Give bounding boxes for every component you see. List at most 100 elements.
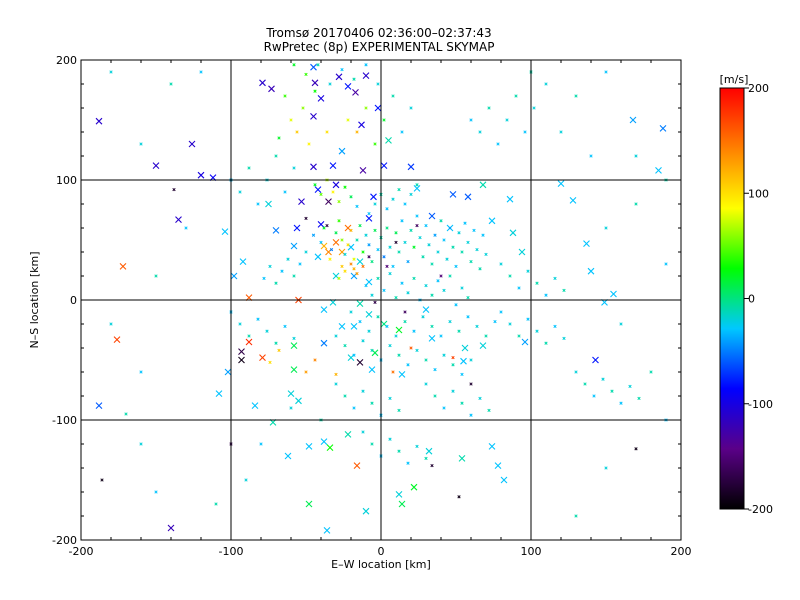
meteor-marker-small [454, 303, 458, 307]
meteor-marker-large [344, 431, 352, 438]
meteor-marker-small [355, 130, 359, 134]
meteor-marker-small [445, 257, 449, 261]
meteor-marker-large [460, 357, 467, 365]
meteor-marker-large [332, 239, 340, 246]
meteor-marker-small [475, 247, 479, 252]
meteor-marker-small [364, 233, 368, 237]
meteor-marker-small [370, 442, 374, 446]
meteor-marker-small [634, 202, 638, 206]
meteor-marker-small [466, 240, 470, 245]
meteor-marker-large [323, 527, 331, 534]
colorbar [719, 87, 745, 510]
meteor-marker-small [361, 389, 365, 393]
meteor-marker-small [262, 276, 266, 281]
meteor-marker-small [544, 293, 548, 297]
meteor-marker-small [412, 329, 416, 333]
meteor-marker-small [451, 245, 455, 249]
meteor-marker-small [349, 262, 353, 266]
meteor-marker-small [478, 267, 482, 271]
meteor-marker-large [368, 366, 376, 373]
meteor-marker-large [359, 167, 367, 174]
meteor-marker-small [439, 219, 443, 223]
meteor-marker-small [355, 204, 359, 209]
meteor-marker-small [388, 437, 392, 441]
meteor-marker-large [329, 162, 337, 169]
meteor-marker-small [298, 262, 302, 266]
meteor-marker-small [376, 276, 380, 281]
meteor-marker-large [317, 221, 325, 228]
meteor-marker-small [331, 190, 335, 194]
meteor-marker-large [310, 163, 317, 171]
meteor-marker-small [361, 339, 365, 343]
meteor-marker-small [343, 269, 347, 273]
meteor-marker-small [376, 82, 380, 86]
meteor-marker-small [391, 370, 395, 374]
meteor-marker-small [277, 136, 281, 140]
meteor-marker-small [346, 118, 350, 122]
meteor-marker-small [535, 281, 539, 285]
meteor-marker-large [479, 181, 487, 189]
meteor-marker-large [310, 113, 317, 120]
meteor-marker-small [337, 219, 341, 223]
meteor-marker-small [322, 226, 326, 230]
meteor-marker-large [290, 342, 298, 349]
meteor-marker-small [409, 192, 413, 197]
colorbar-tick-label: 0 [748, 293, 755, 306]
x-tick-label: 200 [671, 545, 692, 558]
meteor-marker-small [340, 238, 344, 242]
meteor-marker-small [649, 370, 653, 374]
meteor-marker-small [328, 82, 332, 86]
meteor-marker-large [152, 162, 160, 169]
meteor-marker-small [352, 257, 356, 261]
meteor-marker-large [245, 338, 253, 346]
meteor-marker-small [463, 221, 467, 225]
meteor-marker-large [320, 306, 328, 313]
meteor-marker-small [634, 447, 638, 451]
meteor-marker-small [604, 70, 608, 74]
meteor-marker-small [397, 353, 401, 357]
meteor-marker-small [280, 269, 284, 273]
meteor-marker-small [373, 300, 377, 305]
meteor-marker-large [358, 121, 365, 129]
meteor-marker-large [338, 323, 346, 330]
meteor-marker-large [458, 455, 466, 462]
meteor-marker-small [397, 408, 401, 413]
meteor-marker-large [320, 339, 328, 347]
chart-subtitle: RwPretec (8p) EXPERIMENTAL SKYMAP [264, 40, 495, 54]
meteor-marker-large [370, 193, 377, 201]
meteor-marker-large [428, 335, 436, 342]
meteor-marker-small [619, 322, 623, 326]
meteor-marker-small [574, 514, 578, 518]
meteor-marker-small [415, 223, 419, 228]
meteor-marker-small [247, 334, 251, 338]
meteor-marker-small [517, 286, 521, 290]
meteor-marker-large [344, 83, 352, 90]
meteor-marker-small [313, 89, 317, 93]
x-axis-label: E–W location [km] [331, 558, 431, 571]
meteor-marker-large [592, 356, 599, 364]
meteor-marker-small [304, 370, 308, 374]
meteor-marker-small [304, 72, 308, 77]
meteor-marker-small [274, 154, 278, 158]
meteor-marker-large [655, 167, 662, 174]
meteor-marker-large [320, 438, 328, 445]
meteor-marker-large [230, 272, 238, 280]
meteor-marker-large [314, 186, 322, 193]
meteor-marker-small [325, 130, 329, 134]
meteor-marker-large [310, 63, 317, 71]
y-tick-label: 100 [56, 174, 77, 187]
y-tick-label: 200 [56, 54, 77, 67]
meteor-marker-small [283, 94, 287, 98]
meteor-marker-small [400, 281, 404, 285]
meteor-marker-small [109, 70, 113, 74]
meteor-marker-small [562, 288, 566, 293]
x-tick-label: 100 [521, 545, 542, 558]
meteor-marker-small [352, 267, 356, 271]
meteor-marker-small [292, 274, 296, 278]
meteor-marker-small [412, 276, 416, 281]
meteor-marker-large [317, 95, 325, 102]
meteor-marker-small [436, 279, 440, 283]
meteor-marker-large [238, 356, 245, 364]
meteor-marker-large [587, 267, 595, 275]
